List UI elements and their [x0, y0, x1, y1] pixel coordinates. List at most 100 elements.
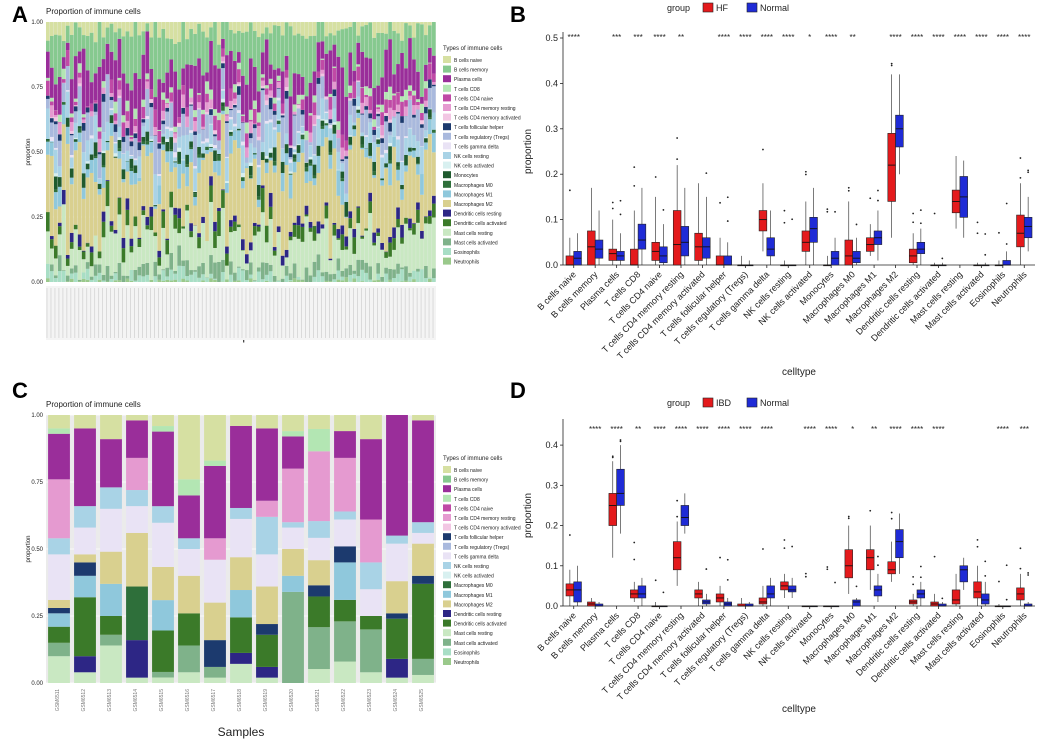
bar-segment	[165, 276, 170, 280]
bar-segment	[97, 22, 102, 67]
bar-segment	[368, 213, 373, 267]
significance-label: ****	[610, 425, 622, 434]
bar-segment	[312, 175, 317, 179]
bar-segment	[229, 220, 233, 227]
bar-segment	[169, 137, 174, 150]
bar-segment	[320, 22, 325, 42]
bar-segment	[153, 261, 158, 277]
bar-segment	[161, 22, 166, 29]
bar-segment	[320, 228, 325, 273]
bar-segment	[145, 144, 150, 157]
bar-segment	[161, 110, 166, 120]
bar-segment	[300, 139, 305, 153]
significance-label: ****	[696, 425, 708, 434]
bar-segment	[416, 101, 420, 106]
bar-segment	[312, 35, 317, 72]
bar-segment	[157, 130, 162, 143]
bar-segment	[101, 237, 106, 275]
bar-segment	[117, 95, 122, 98]
bar-segment	[185, 210, 189, 261]
bar-segment	[141, 141, 146, 145]
bar-segment	[412, 522, 434, 533]
bar-segment	[328, 119, 333, 124]
bar-segment	[308, 22, 313, 37]
bar-segment	[101, 93, 106, 102]
outlier-point	[662, 591, 665, 594]
bar-segment	[193, 191, 197, 194]
bar-segment	[133, 184, 138, 217]
bar-segment	[280, 148, 285, 162]
bar-segment	[282, 549, 304, 576]
legend-label: T cells CD8	[454, 497, 480, 503]
bar-segment	[193, 166, 197, 169]
bar-segment	[204, 666, 226, 678]
bar-segment	[340, 159, 345, 162]
bar-segment	[230, 415, 252, 426]
legend-swatch	[443, 485, 451, 493]
bar-segment	[137, 22, 142, 36]
bar-segment	[77, 279, 82, 282]
bar-segment	[53, 124, 58, 148]
bar-segment	[89, 138, 94, 155]
bar-segment	[73, 141, 78, 142]
bar-segment	[400, 184, 404, 190]
bar-segment	[217, 236, 221, 262]
bar-segment	[244, 157, 249, 163]
bar-segment	[256, 634, 278, 667]
legend-swatch	[443, 152, 451, 159]
bar-segment	[416, 141, 420, 157]
bar-segment	[213, 130, 217, 135]
bar-segment	[312, 71, 317, 96]
outlier-point	[976, 538, 979, 541]
bar-segment	[217, 153, 221, 156]
bar-segment	[412, 583, 434, 659]
legend-swatch	[443, 494, 451, 502]
bar-segment	[268, 192, 273, 207]
bar-segment	[340, 163, 345, 172]
significance-label: ****	[825, 33, 837, 42]
bar-segment	[221, 48, 225, 57]
bar-segment	[77, 63, 82, 73]
bar-segment	[292, 222, 297, 225]
bar-segment	[141, 22, 146, 32]
bar-segment	[380, 32, 384, 78]
outlier-point	[1019, 567, 1022, 570]
bar-segment	[69, 131, 74, 134]
bar-segment	[276, 68, 281, 76]
bar-segment	[352, 122, 357, 126]
box	[723, 255, 732, 266]
bar-segment	[181, 94, 185, 108]
bar-segment	[201, 157, 205, 160]
outlier-point	[654, 176, 657, 178]
bar-segment	[69, 157, 74, 168]
box	[895, 529, 904, 559]
bar-segment	[149, 139, 154, 141]
bar-segment	[145, 225, 150, 230]
outlier-point	[676, 499, 679, 502]
x-tick-label: GSM6513	[107, 689, 113, 712]
bar-segment	[272, 250, 277, 256]
chart-c-stacked-bar: Proportion of immune cells0.000.250.500.…	[26, 400, 521, 739]
bar-segment	[105, 140, 110, 143]
legend-swatch	[443, 571, 451, 579]
bar-segment	[332, 224, 337, 236]
bar-segment	[204, 559, 226, 603]
bar-segment	[372, 22, 376, 38]
bar-segment	[340, 178, 345, 182]
bar-segment	[89, 246, 94, 253]
box	[659, 246, 668, 264]
bar-segment	[161, 133, 166, 137]
legend-label: Neutrophils	[454, 660, 480, 666]
box	[702, 237, 711, 259]
bar-segment	[420, 269, 424, 282]
bar-segment	[328, 281, 333, 282]
bar-segment	[65, 126, 70, 144]
bar-segment	[248, 22, 253, 59]
bar-segment	[396, 22, 400, 34]
bar-segment	[165, 151, 170, 163]
bar-segment	[100, 551, 122, 584]
bar-segment	[133, 126, 138, 133]
bar-segment	[65, 117, 70, 127]
bar-segment	[264, 94, 269, 101]
bar-segment	[217, 112, 221, 121]
